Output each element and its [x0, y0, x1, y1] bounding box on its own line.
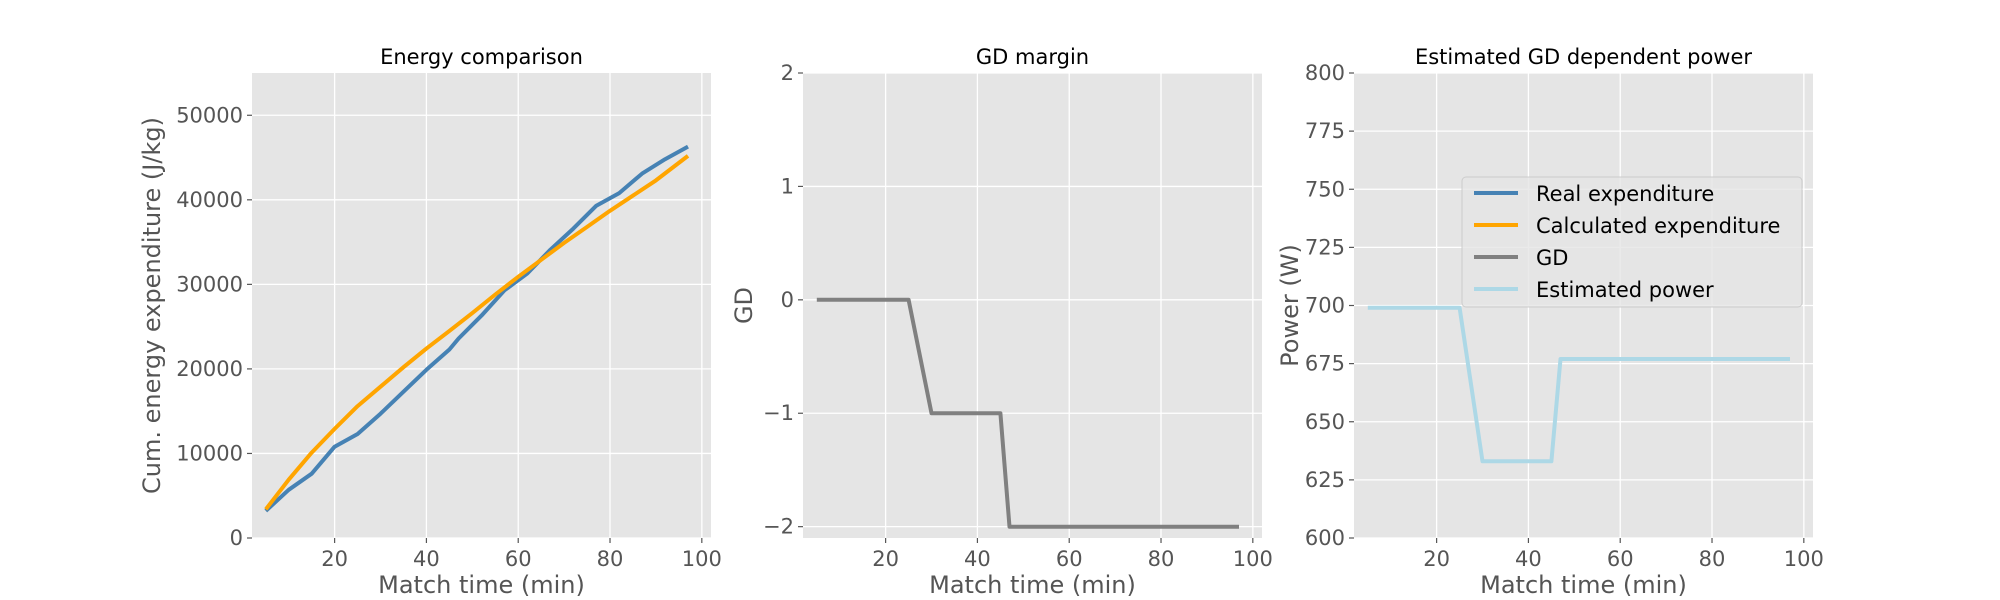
y-tick-label: 30000 — [176, 272, 243, 296]
y-tick-label: 725 — [1305, 235, 1345, 259]
y-axis-label: Cum. energy expenditure (J/kg) — [138, 117, 166, 494]
chart-title: GD margin — [976, 45, 1089, 69]
x-tick-label: 40 — [964, 547, 991, 571]
y-tick-label: 700 — [1305, 294, 1345, 318]
legend-label: Real expenditure — [1536, 182, 1714, 206]
legend-label: Calculated expenditure — [1536, 214, 1780, 238]
axis-ticks: 20 40 60 80 100 600 625 650 675 700 725 750 775 800 — [1305, 61, 1824, 571]
x-axis-label: Match time (min) — [1480, 571, 1687, 599]
x-tick-label: 80 — [1699, 547, 1726, 571]
estimated-power-panel: 20 40 60 80 100 600 625 650 675 700 725 750 775 800 E… — [1276, 45, 1824, 599]
legend-items: Real expenditure Calculated expenditure GD… — [1474, 182, 1780, 302]
legend-label: Estimated power — [1536, 278, 1714, 302]
chart-title: Estimated GD dependent power — [1415, 45, 1752, 69]
y-tick-label: 10000 — [176, 441, 243, 465]
x-tick-label: 80 — [597, 547, 624, 571]
y-axis-label: GD — [730, 287, 758, 324]
y-tick-label: 0 — [230, 526, 243, 550]
y-tick-label: 600 — [1305, 526, 1345, 550]
y-tick-label: 625 — [1305, 468, 1345, 492]
gd-margin-panel: 20 40 60 80 100 −2 −1 0 1 2 GD margin Match time … — [730, 45, 1273, 599]
y-tick-label: 1 — [781, 174, 794, 198]
x-tick-label: 60 — [1607, 547, 1634, 571]
axis-ticks: 20 40 60 80 100 −2 −1 0 1 2 — [763, 61, 1273, 571]
y-tick-label: 50000 — [176, 103, 243, 127]
series-lines — [816, 297, 1239, 529]
x-tick-label: 100 — [682, 547, 722, 571]
x-tick-label: 20 — [321, 547, 348, 571]
y-tick-label: 750 — [1305, 177, 1345, 201]
y-tick-label: 2 — [781, 61, 794, 85]
series-line-calculated-expenditure — [264, 154, 690, 511]
y-tick-label: 0 — [781, 288, 794, 312]
y-tick-label: 20000 — [176, 357, 243, 381]
grid — [252, 73, 711, 539]
chart-title: Energy comparison — [380, 45, 583, 69]
y-tick-label: 675 — [1305, 352, 1345, 376]
series-lines — [264, 144, 690, 513]
x-tick-label: 20 — [872, 547, 899, 571]
series-line-real-expenditure — [264, 144, 689, 513]
y-tick-label: 775 — [1305, 119, 1345, 143]
x-tick-label: 100 — [1784, 547, 1824, 571]
y-tick-label: 800 — [1305, 61, 1345, 85]
x-tick-label: 20 — [1423, 547, 1450, 571]
legend-label: GD — [1536, 246, 1568, 270]
legend: Real expenditure Calculated expenditure GD… — [1461, 176, 1803, 308]
x-tick-label: 60 — [1056, 547, 1083, 571]
x-tick-label: 40 — [413, 547, 440, 571]
x-tick-label: 80 — [1148, 547, 1175, 571]
x-tick-label: 60 — [505, 547, 532, 571]
energy-comparison-panel: 20 40 60 80 100 0 10000 20000 30000 40000 50000 En… — [138, 45, 722, 599]
x-axis-label: Match time (min) — [378, 571, 585, 599]
x-tick-label: 100 — [1233, 547, 1273, 571]
x-axis-label: Match time (min) — [929, 571, 1136, 599]
y-tick-label: 650 — [1305, 410, 1345, 434]
y-tick-label: 40000 — [176, 188, 243, 212]
y-axis-label: Power (W) — [1276, 244, 1304, 367]
axis-ticks: 20 40 60 80 100 0 10000 20000 30000 40000 50000 — [176, 103, 722, 571]
x-tick-label: 40 — [1515, 547, 1542, 571]
series-lines — [1367, 305, 1790, 464]
series-line-estimated-power — [1367, 305, 1790, 464]
y-tick-label: −1 — [763, 401, 794, 425]
plot-area — [803, 73, 1262, 538]
series-line-gd — [816, 297, 1239, 529]
legend-box — [1461, 176, 1803, 308]
y-tick-label: −2 — [763, 515, 794, 539]
